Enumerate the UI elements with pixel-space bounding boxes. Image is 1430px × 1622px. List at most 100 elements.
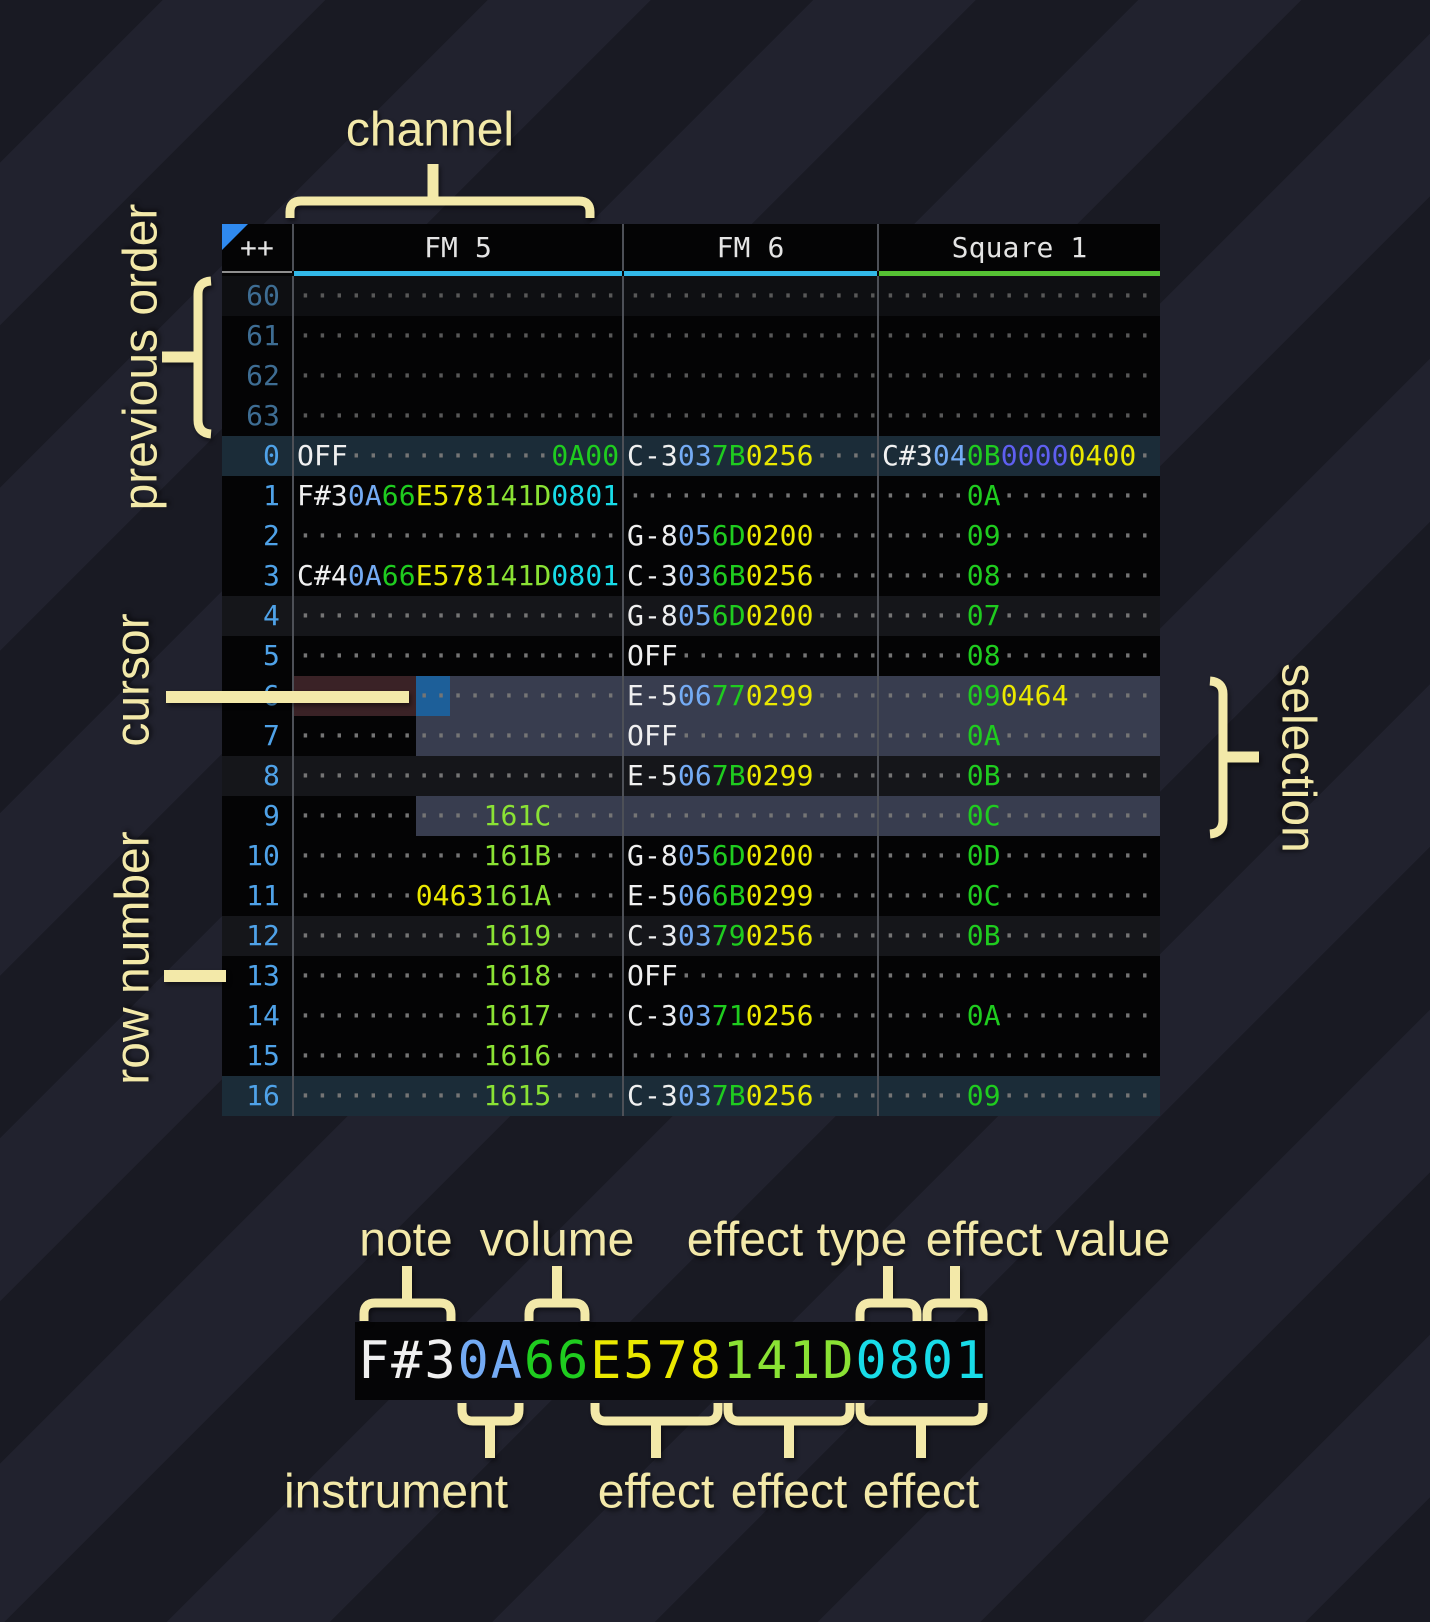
cell-segment: 06 (677, 759, 712, 792)
pattern-cell-fm6[interactable]: C-303790256···· (622, 916, 877, 956)
channel-header-fm6[interactable]: FM 6 (622, 224, 877, 271)
pattern-cell-square1[interactable]: ·····07········· (877, 596, 1160, 636)
pattern-cell-fm5[interactable]: ··················· (292, 636, 622, 676)
pattern-cell-fm6[interactable]: C-3037B0256···· (622, 436, 877, 476)
channel-header-fm5[interactable]: FM 5 (292, 224, 622, 271)
row-number: 16 (246, 1079, 280, 1112)
pattern-cell-fm5[interactable]: ··················· (292, 316, 622, 356)
pattern-cell-square1[interactable]: ·····0B········· (877, 756, 1160, 796)
effect-type-label: effect type (686, 1213, 908, 1267)
pattern-cell-fm6[interactable]: C-3037B0256···· (622, 1076, 877, 1116)
pattern-cell-fm5[interactable]: ···········161B···· (292, 836, 622, 876)
pattern-cell-fm6[interactable]: C-3036B0256···· (622, 556, 877, 596)
pattern-cell-square1[interactable]: ················ (877, 1036, 1160, 1076)
selection-label: selection (1271, 663, 1325, 853)
cell-segment: E-5 (627, 759, 678, 792)
pattern-cell-fm5[interactable]: C#40A66E578141D0801 (292, 556, 622, 596)
cell-segment: C-3 (627, 559, 678, 592)
pattern-row: 0 OFF············0A00 C-3037B0256···· C#304… (222, 436, 1160, 476)
cell-segment: ········· (1000, 799, 1154, 832)
pattern-cell-square1[interactable]: ················ (877, 356, 1160, 396)
pattern-cell-fm6[interactable]: OFF············ (622, 636, 877, 676)
pattern-cell-square1[interactable]: ·····0A········· (877, 716, 1160, 756)
pattern-cell-fm5[interactable]: ··················· (292, 356, 622, 396)
effect1-bracket (590, 1403, 723, 1426)
row-column-underline (222, 271, 292, 273)
cell-segment: ········· (1000, 559, 1154, 592)
pattern-cell-fm5[interactable]: ··················· (292, 596, 622, 636)
pattern-cell-fm5[interactable]: ···········1618···· (292, 956, 622, 996)
previous-order-brace (193, 276, 212, 439)
cell-segment: ··············· (627, 359, 877, 392)
cell-segment: 0256 (745, 919, 814, 952)
cell-segment: ············ (677, 959, 877, 992)
pattern-cell-square1[interactable]: ·····0D········· (877, 836, 1160, 876)
pattern-cell-square1[interactable]: ················ (877, 956, 1160, 996)
pattern-cell-fm5[interactable]: ···········1619···· (292, 916, 622, 956)
pattern-cell-fm6[interactable]: E-506770299···· (622, 676, 877, 716)
pattern-cell-fm5[interactable]: ·······0463161A···· (292, 876, 622, 916)
pattern-cell-fm6[interactable]: ··············· (622, 356, 877, 396)
pattern-cell-fm5[interactable]: ··················· (292, 716, 622, 756)
cell-segment: ··········· (297, 919, 484, 952)
pattern-cell-square1[interactable]: ·····0C········· (877, 876, 1160, 916)
pattern-cell-square1[interactable]: ·····0B········· (877, 916, 1160, 956)
pattern-cell-square1[interactable]: ················ (877, 396, 1160, 436)
channel-header-square1[interactable]: Square 1 (877, 224, 1160, 271)
pattern-cell-square1[interactable]: ·····0A········· (877, 476, 1160, 516)
pattern-cell-fm5[interactable]: ··················· (292, 396, 622, 436)
cell-segment: ······· (297, 879, 416, 912)
cell-segment: ··················· (297, 319, 620, 352)
pattern-cell-fm6[interactable]: G-8056D0200···· (622, 596, 877, 636)
pattern-cell-fm6[interactable]: G-8056D0200···· (622, 836, 877, 876)
pattern-cell-fm5[interactable]: ···········161C···· (292, 796, 622, 836)
cell-segment: ········· (1000, 879, 1154, 912)
pattern-cell-fm6[interactable]: ··············· (622, 796, 877, 836)
row-number: 10 (246, 839, 280, 872)
row-number: 13 (246, 959, 280, 992)
cell-segment: ············ (347, 439, 552, 472)
pattern-cell-square1[interactable]: ················ (877, 316, 1160, 356)
pattern-cell-square1[interactable]: ················ (877, 276, 1160, 316)
pattern-cell-fm5[interactable]: ···········1617···· (292, 996, 622, 1036)
pattern-cell-square1[interactable]: ·····08········· (877, 636, 1160, 676)
pattern-cell-fm5[interactable]: F#30A66E578141D0801 (292, 476, 622, 516)
pattern-cell-fm5[interactable]: ···········1615···· (292, 1076, 622, 1116)
corner-add-button[interactable]: ++ (222, 224, 292, 271)
pattern-cell-square1[interactable]: ·····09········· (877, 1076, 1160, 1116)
note-label: note (359, 1213, 453, 1267)
pattern-cell-square1[interactable]: ·····0C········· (877, 796, 1160, 836)
pattern-cell-square1[interactable]: ·····08········· (877, 556, 1160, 596)
pattern-row: 60 ··················· ··············· ····… (222, 276, 1160, 316)
pattern-cell-fm6[interactable]: ··············· (622, 276, 877, 316)
pattern-cell-fm6[interactable]: ··············· (622, 1036, 877, 1076)
selection-brace (1209, 676, 1228, 839)
pattern-cell-fm6[interactable]: OFF············ (622, 956, 877, 996)
pattern-cell-fm6[interactable]: ··············· (622, 396, 877, 436)
pattern-cell-fm6[interactable]: E-5066B0299···· (622, 876, 877, 916)
cell-segment: 161A (483, 879, 552, 912)
pattern-cell-fm6[interactable]: G-8056D0200···· (622, 516, 877, 556)
pattern-cell-square1[interactable]: ·····0A········· (877, 996, 1160, 1036)
pattern-cell-square1[interactable]: C#3040B00000400· (877, 436, 1160, 476)
cursor-cell[interactable] (416, 676, 450, 716)
pattern-cell-fm6[interactable]: C-303710256···· (622, 996, 877, 1036)
cell-segment: C#3 (882, 439, 933, 472)
pattern-cell-fm6[interactable]: ··············· (622, 476, 877, 516)
pattern-cell-fm6[interactable]: E-5067B0299···· (622, 756, 877, 796)
pattern-cell-fm5[interactable]: ··················· (292, 276, 622, 316)
row-number: 3 (263, 559, 280, 592)
pattern-row: 7 ··················· OFF············ ·····… (222, 716, 1160, 756)
pattern-cell-fm5[interactable]: ···········1616···· (292, 1036, 622, 1076)
cell-segment: 08 (966, 639, 1001, 672)
pattern-cell-fm5[interactable]: ··················· (292, 516, 622, 556)
pattern-cell-fm6[interactable]: OFF············ (622, 716, 877, 756)
pattern-cell-square1[interactable]: ·····09········· (877, 516, 1160, 556)
pattern-cell-square1[interactable]: ·····090464····· (877, 676, 1160, 716)
pattern-cell-fm6[interactable]: ··············· (622, 316, 877, 356)
pattern-cell-fm5[interactable]: OFF············0A00 (292, 436, 622, 476)
previous-order-label: previous order (114, 203, 168, 511)
pattern-cell-fm5[interactable]: ··················· (292, 756, 622, 796)
cell-segment: 71 (711, 999, 746, 1032)
effect-value-bracket (922, 1298, 988, 1321)
